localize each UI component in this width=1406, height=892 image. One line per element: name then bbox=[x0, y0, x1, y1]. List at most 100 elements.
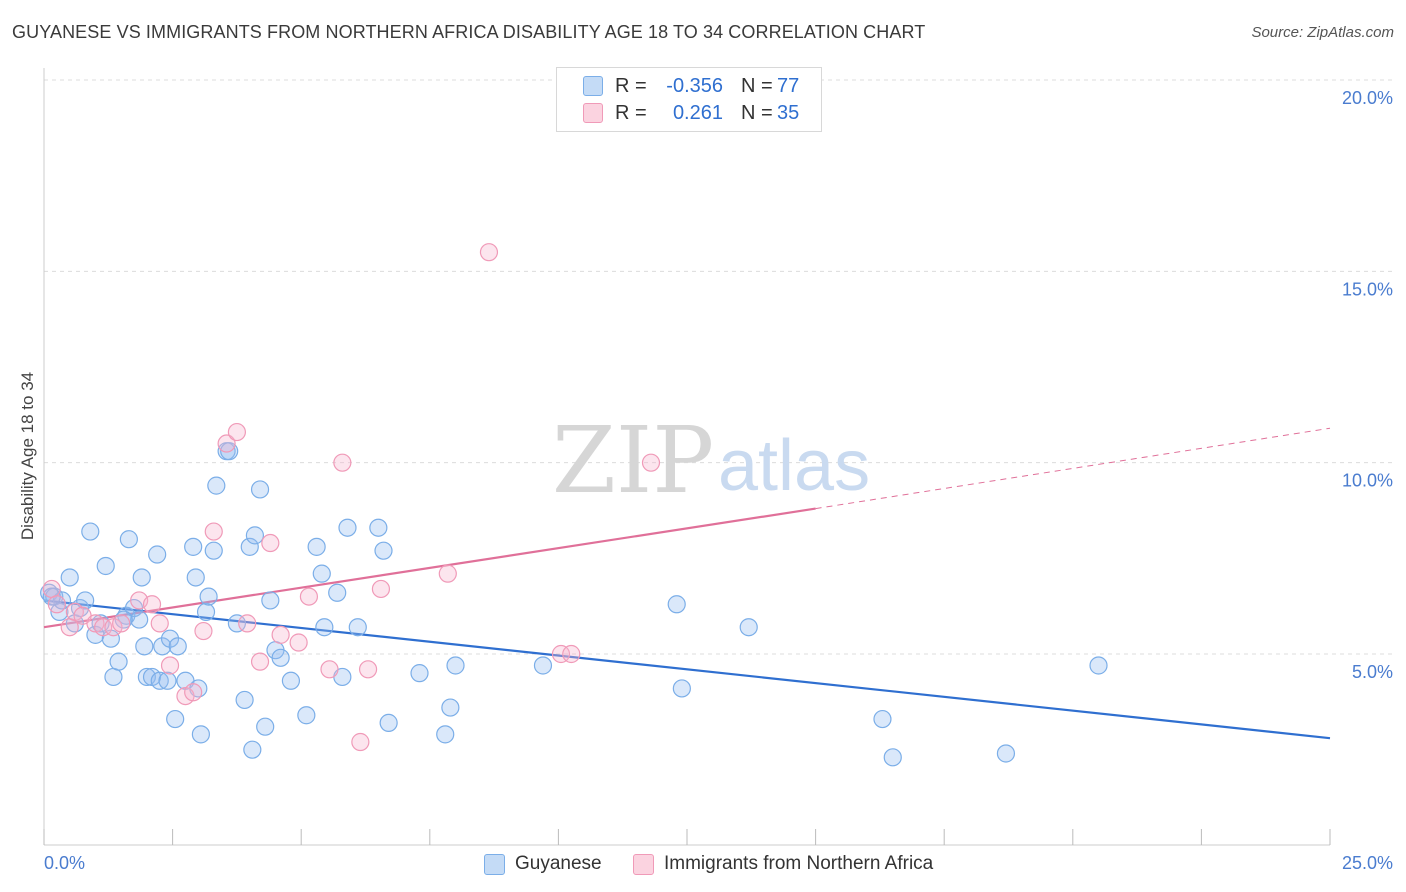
point-guyanese bbox=[196, 602, 216, 622]
point-guyanese bbox=[191, 725, 210, 744]
grid bbox=[44, 79, 1394, 655]
point-immigrants bbox=[250, 652, 270, 671]
point-immigrants bbox=[194, 621, 213, 641]
point-guyanese bbox=[186, 568, 205, 587]
point-immigrants bbox=[112, 614, 131, 633]
r-label: R = bbox=[615, 101, 647, 124]
point-immigrants bbox=[204, 522, 223, 541]
legend-swatch-guyanese bbox=[484, 853, 505, 875]
y-tick-label: 5.0% bbox=[1352, 662, 1393, 682]
point-guyanese bbox=[281, 671, 301, 690]
point-guyanese bbox=[119, 530, 138, 549]
n-value: 35 bbox=[777, 101, 800, 124]
trend-line-guyanese bbox=[43, 599, 1331, 740]
x-tick-label: 25.0% bbox=[1342, 853, 1393, 873]
point-guyanese bbox=[166, 709, 185, 729]
point-guyanese bbox=[312, 564, 331, 583]
point-guyanese bbox=[307, 537, 326, 556]
point-immigrants bbox=[271, 625, 290, 644]
y-tick-label: 20.0% bbox=[1342, 88, 1393, 108]
watermark-zip: ZIP bbox=[552, 407, 714, 514]
r-value: -0.356 bbox=[666, 74, 723, 97]
point-immigrants bbox=[641, 453, 661, 472]
point-guyanese bbox=[883, 748, 902, 767]
point-guyanese bbox=[235, 690, 254, 710]
point-guyanese bbox=[204, 541, 223, 560]
point-immigrants bbox=[320, 660, 339, 679]
legend-swatch-immigrants bbox=[583, 103, 603, 123]
point-immigrants bbox=[217, 434, 236, 453]
point-guyanese bbox=[130, 610, 149, 629]
chart-title: GUYANESE VS IMMIGRANTS FROM NORTHERN AFR… bbox=[12, 22, 926, 42]
point-immigrants bbox=[47, 595, 66, 614]
watermark-atlas: atlas bbox=[718, 426, 870, 506]
point-immigrants bbox=[479, 243, 499, 262]
point-guyanese bbox=[60, 568, 79, 587]
x-tick-label: 0.0% bbox=[44, 853, 85, 873]
point-guyanese bbox=[410, 664, 429, 683]
point-immigrants bbox=[94, 618, 113, 637]
point-immigrants bbox=[261, 533, 280, 553]
point-immigrants bbox=[438, 564, 457, 583]
point-guyanese bbox=[374, 541, 393, 560]
legend-item-immigrants[interactable]: Immigrants from Northern Africa bbox=[633, 853, 933, 875]
point-guyanese bbox=[261, 591, 280, 610]
point-guyanese bbox=[369, 518, 388, 537]
point-guyanese bbox=[348, 618, 367, 637]
axes bbox=[43, 68, 1331, 846]
n-label: N = bbox=[741, 101, 773, 124]
point-guyanese bbox=[250, 480, 270, 499]
point-guyanese bbox=[297, 706, 316, 725]
tick-labels: 5.0% 10.0% 15.0% 20.0% 0.0% 25.0% bbox=[44, 88, 1393, 873]
trend-line-immigrants bbox=[43, 507, 816, 629]
point-immigrants bbox=[551, 644, 571, 664]
point-guyanese bbox=[153, 637, 172, 656]
point-immigrants bbox=[184, 683, 203, 702]
point-guyanese bbox=[240, 537, 259, 556]
point-immigrants bbox=[142, 595, 162, 614]
point-immigrants bbox=[160, 656, 180, 675]
point-immigrants bbox=[238, 614, 257, 633]
point-guyanese bbox=[81, 522, 100, 541]
point-immigrants bbox=[358, 660, 378, 679]
watermark: ZIP atlas bbox=[552, 407, 870, 514]
n-label: N = bbox=[741, 74, 773, 97]
point-guyanese bbox=[245, 526, 265, 545]
point-guyanese bbox=[150, 671, 169, 690]
point-guyanese bbox=[243, 740, 262, 759]
point-guyanese bbox=[441, 698, 460, 717]
point-guyanese bbox=[739, 618, 758, 637]
point-immigrants bbox=[351, 732, 370, 752]
y-tick-label: 15.0% bbox=[1342, 279, 1393, 299]
point-immigrants bbox=[371, 579, 391, 599]
point-immigrants bbox=[333, 453, 352, 472]
point-immigrants bbox=[227, 422, 246, 442]
point-guyanese bbox=[109, 652, 128, 671]
point-guyanese bbox=[132, 568, 151, 587]
y-tick-label: 10.0% bbox=[1342, 471, 1393, 491]
n-value: 77 bbox=[777, 74, 800, 97]
r-value: 0.261 bbox=[672, 101, 723, 124]
y-axis-label: Disability Age 18 to 34 bbox=[18, 372, 37, 540]
source-label: Source: ZipAtlas.com bbox=[1251, 24, 1394, 41]
point-guyanese bbox=[76, 591, 95, 610]
point-guyanese bbox=[315, 618, 334, 637]
trend-line-immigrants-extension bbox=[815, 427, 1331, 510]
point-guyanese bbox=[996, 744, 1016, 763]
point-immigrants bbox=[562, 644, 581, 664]
point-guyanese bbox=[873, 709, 892, 729]
legend-swatch-immigrants bbox=[633, 853, 654, 875]
correlation-legend: R = -0.356 N = 77 R = 0.261 N = 35 bbox=[556, 67, 822, 132]
legend-item-guyanese[interactable]: Guyanese bbox=[484, 853, 602, 875]
point-guyanese bbox=[160, 629, 180, 648]
data-points bbox=[40, 243, 1108, 767]
point-guyanese bbox=[446, 656, 465, 675]
point-guyanese bbox=[227, 614, 246, 633]
point-guyanese bbox=[96, 556, 115, 576]
point-immigrants bbox=[150, 614, 169, 633]
point-guyanese bbox=[104, 667, 123, 687]
point-guyanese bbox=[338, 518, 357, 537]
point-guyanese bbox=[184, 537, 203, 556]
point-guyanese bbox=[672, 679, 691, 698]
